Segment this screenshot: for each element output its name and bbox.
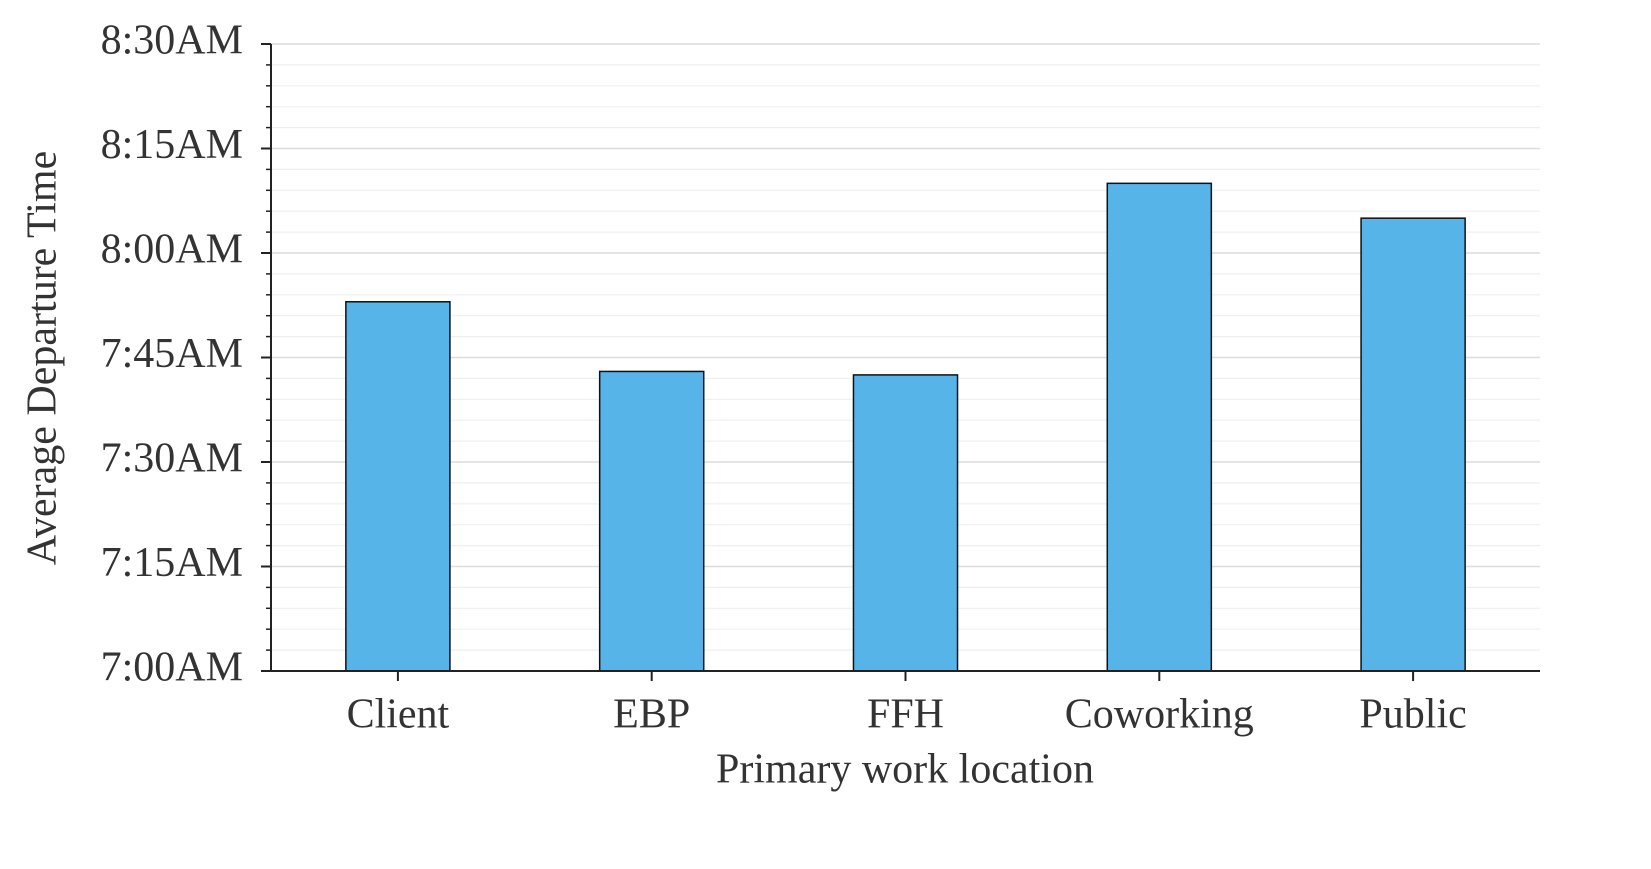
- x-tick-label: Client: [347, 692, 450, 738]
- y-tick-label: 7:45AM: [101, 331, 243, 377]
- x-tick-label: EBP: [613, 692, 690, 738]
- bar: [852, 374, 959, 672]
- y-tick-label: 8:15AM: [101, 122, 243, 168]
- x-tick-label: FFH: [867, 692, 944, 738]
- y-tick-label: 8:00AM: [101, 227, 243, 273]
- x-tick-label: Coworking: [1065, 692, 1254, 738]
- bar: [345, 301, 451, 672]
- bar: [598, 370, 705, 672]
- y-tick-label: 7:00AM: [101, 645, 243, 691]
- y-tick-label: 7:30AM: [101, 436, 243, 482]
- x-tick-label: Public: [1359, 692, 1466, 738]
- y-tick-label: 7:15AM: [101, 540, 243, 586]
- bar: [1106, 182, 1213, 672]
- x-axis-title: Primary work location: [716, 747, 1094, 793]
- bar: [1360, 217, 1466, 672]
- y-tick-label: 8:30AM: [101, 18, 243, 64]
- y-axis-title: Average Departure Time: [20, 151, 66, 565]
